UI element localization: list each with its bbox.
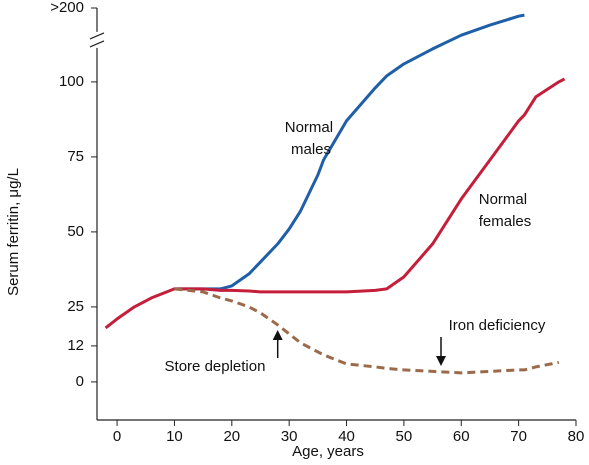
y-tick-label: 75 <box>67 148 84 165</box>
x-tick-label: 40 <box>338 428 355 445</box>
y-tick-label: >200 <box>50 0 84 16</box>
y-tick-label: 25 <box>67 298 84 315</box>
x-axis-label: Age, years <box>292 443 364 460</box>
series-line <box>174 287 560 375</box>
series-label-line: Normal <box>285 119 338 136</box>
arrow-head <box>272 330 283 340</box>
y-tick-label: 12 <box>67 337 84 354</box>
axis-break <box>89 32 105 40</box>
axis-break <box>89 40 105 48</box>
x-tick-label: 80 <box>568 428 585 445</box>
y-tick-label: 100 <box>59 73 84 90</box>
series-line <box>104 77 566 330</box>
x-tick-label: 60 <box>453 428 470 445</box>
x-tick-label: 20 <box>223 428 240 445</box>
series-label: Normal males <box>285 119 338 158</box>
x-tick-label: 0 <box>113 428 121 445</box>
x-tick-label: 10 <box>166 428 183 445</box>
x-tick-label: 30 <box>281 428 298 445</box>
annotation: Store depletion <box>165 358 266 375</box>
y-axis-label: Serum ferritin, μg/L <box>5 168 22 296</box>
series-label-line: Normal <box>479 191 532 208</box>
x-tick-label: 50 <box>396 428 413 445</box>
series-label-line: males <box>291 141 331 158</box>
arrow-head <box>436 356 446 366</box>
y-tick-label: 50 <box>67 223 84 240</box>
series-label: Iron deficiency <box>449 317 546 334</box>
series-label: Normal females <box>479 191 532 230</box>
series-label-line: females <box>479 213 532 230</box>
series-line <box>174 13 525 291</box>
x-tick-label: 70 <box>510 428 527 445</box>
y-tick-label: 0 <box>76 373 84 390</box>
